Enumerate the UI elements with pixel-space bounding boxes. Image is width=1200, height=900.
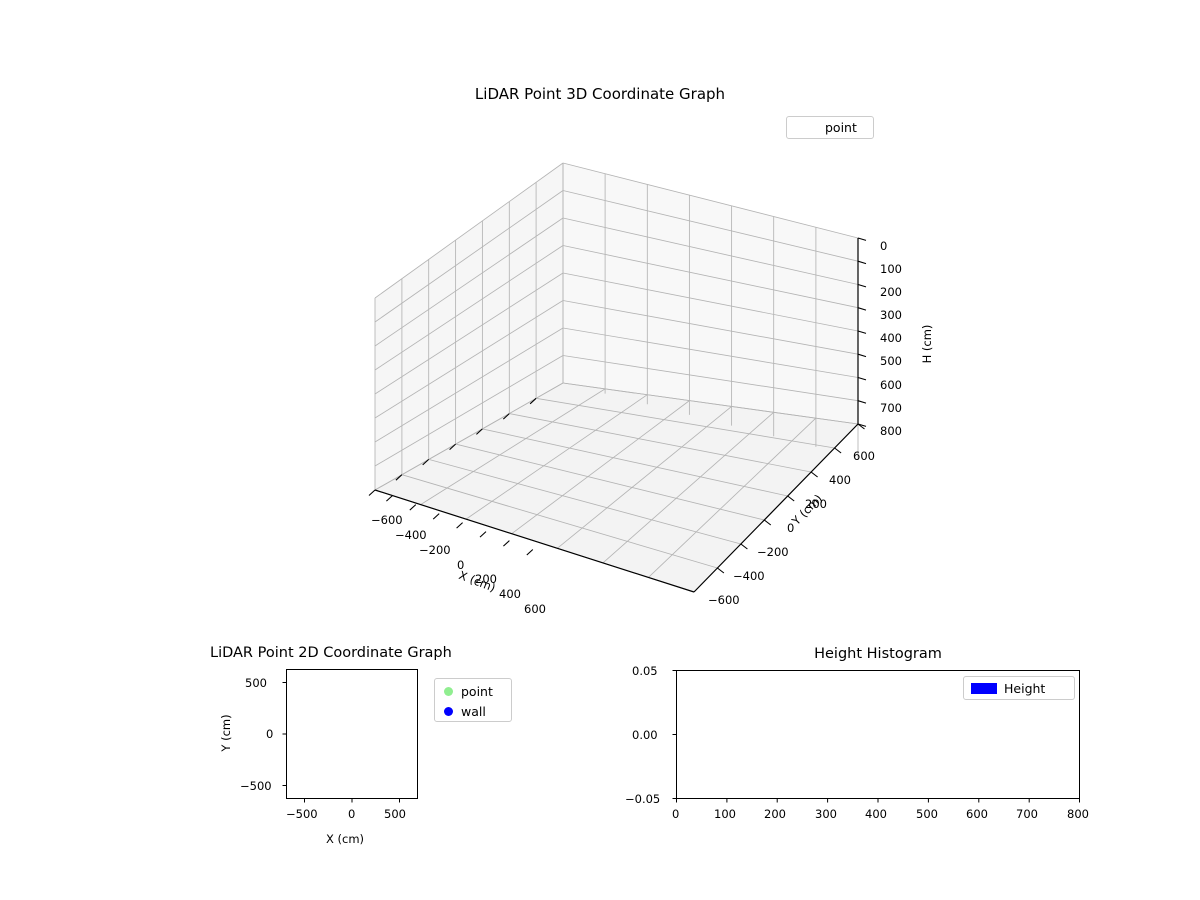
legend-3d[interactable]: point xyxy=(786,116,874,139)
xtick-label-3: 0 xyxy=(457,558,465,572)
ytick-label-2d-2: −500 xyxy=(240,779,272,793)
tick-marks-3d xyxy=(368,237,867,574)
ytick-label-6: 600 xyxy=(853,449,875,463)
axes-2d-scatter[interactable] xyxy=(286,669,418,799)
xaxis-label-2d: X (cm) xyxy=(326,832,365,846)
xtick-label-2d-2: 500 xyxy=(384,807,406,821)
legend-label-point: point xyxy=(461,683,493,699)
chart-3d-title: LiDAR Point 3D Coordinate Graph xyxy=(474,85,726,103)
ztick-label-5: 500 xyxy=(880,354,902,368)
ztick-label-0: 0 xyxy=(880,239,888,253)
ytick-label-3: 0 xyxy=(787,521,795,535)
ytick-label-hist-0: 0.05 xyxy=(632,664,658,678)
yaxis-label-2d: Y (cm) xyxy=(219,714,233,752)
legend-label-height: Height xyxy=(1004,680,1046,696)
ytick-label-4: 200 xyxy=(805,497,827,511)
ztick-label-8: 800 xyxy=(880,424,902,438)
xtick-label-hist-4: 400 xyxy=(865,807,887,821)
pane-back-wall xyxy=(563,163,858,424)
xtick-label-2: −200 xyxy=(419,543,451,557)
ytick-label-0: −600 xyxy=(708,593,740,607)
ztick-label-3: 300 xyxy=(880,308,902,322)
zaxis-label: H (cm) xyxy=(920,324,934,364)
pane-floor xyxy=(375,383,858,592)
xtick-label-hist-0: 0 xyxy=(672,807,680,821)
xtick-label-hist-3: 300 xyxy=(815,807,837,821)
legend-patch-height-icon xyxy=(964,682,1004,694)
xtick-label-hist-5: 500 xyxy=(916,807,938,821)
xtick-label-1: −400 xyxy=(395,528,427,542)
xtick-label-2d-0: −500 xyxy=(286,807,318,821)
chart-hist-title: Height Histogram xyxy=(814,646,942,662)
xtick-label-4: 200 xyxy=(475,572,497,586)
xtick-label-6: 600 xyxy=(524,602,546,616)
legend-marker-point-icon xyxy=(435,686,461,696)
xtick-label-hist-8: 800 xyxy=(1067,807,1089,821)
legend-2d[interactable]: point wall xyxy=(434,678,512,722)
ztick-label-7: 700 xyxy=(880,401,902,415)
ztick-label-1: 100 xyxy=(880,262,902,276)
ytick-label-hist-2: −0.05 xyxy=(625,792,661,806)
legend-entry-wall[interactable]: wall xyxy=(435,701,511,721)
legend-label-point: point xyxy=(825,120,857,135)
ztick-label-4: 400 xyxy=(880,331,902,345)
xtick-label-hist-6: 600 xyxy=(966,807,988,821)
ytick-label-2d-1: 0 xyxy=(266,727,274,741)
ytick-label-hist-1: 0.00 xyxy=(632,728,658,742)
chart-2d-title: LiDAR Point 2D Coordinate Graph xyxy=(210,645,452,661)
xtick-label-hist-1: 100 xyxy=(714,807,736,821)
legend-marker-wall-icon xyxy=(435,706,461,716)
grid-left-wall xyxy=(374,162,564,491)
ztick-label-2: 200 xyxy=(880,285,902,299)
legend-entry-point[interactable]: point xyxy=(435,681,511,701)
ztick-label-6: 600 xyxy=(880,378,902,392)
ytick-label-5: 400 xyxy=(829,473,851,487)
ytick-label-2d-0: 500 xyxy=(245,676,267,690)
xtick-label-hist-2: 200 xyxy=(764,807,786,821)
xtick-label-5: 400 xyxy=(499,587,521,601)
legend-entry-point[interactable]: point xyxy=(787,117,873,138)
ytick-label-2: −200 xyxy=(757,545,789,559)
legend-entry-height[interactable]: Height xyxy=(964,677,1052,699)
xtick-label-2d-1: 0 xyxy=(348,807,356,821)
legend-label-wall: wall xyxy=(461,703,486,719)
legend-histogram[interactable]: Height xyxy=(963,676,1075,700)
pane-left-wall xyxy=(375,163,563,490)
ytick-label-1: −400 xyxy=(733,569,765,583)
xtick-label-0: −600 xyxy=(371,513,403,527)
xtick-label-hist-7: 700 xyxy=(1016,807,1038,821)
